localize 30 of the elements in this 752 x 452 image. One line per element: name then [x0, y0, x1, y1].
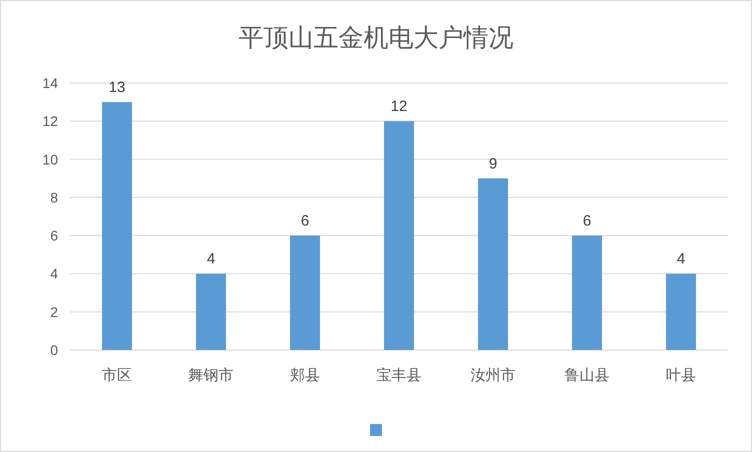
data-label: 4	[206, 250, 216, 268]
y-tick-label: 0	[50, 342, 58, 358]
data-label: 4	[676, 250, 686, 268]
x-tick-label: 鲁山县	[564, 367, 610, 384]
bar	[478, 178, 508, 350]
data-label: 12	[390, 98, 408, 116]
bar	[290, 236, 320, 350]
x-tick-label: 舞钢市	[188, 367, 234, 384]
y-tick-label: 10	[42, 151, 58, 168]
y-tick-label: 12	[42, 113, 58, 130]
y-tick-label: 4	[50, 266, 58, 282]
x-tick-label: 郏县	[290, 367, 320, 384]
x-tick-label: 市区	[102, 367, 132, 384]
x-tick-label: 宝丰县	[376, 367, 422, 384]
y-tick-label: 2	[50, 304, 58, 320]
y-tick-label: 14	[42, 75, 58, 91]
data-label: 13	[108, 79, 126, 96]
y-tick-label: 6	[50, 228, 58, 244]
bar	[572, 236, 602, 350]
chart-title: 平顶山五金机电大户情况	[238, 24, 514, 52]
data-label: 6	[582, 212, 592, 230]
bar	[666, 274, 696, 350]
bar	[196, 274, 226, 350]
x-tick-label: 汝州市	[470, 367, 516, 384]
data-label: 9	[488, 155, 498, 172]
data-label: 6	[300, 212, 310, 230]
x-tick-label: 叶县	[666, 367, 696, 384]
bar	[384, 121, 414, 350]
bar	[102, 102, 132, 350]
y-tick-label: 8	[50, 189, 58, 206]
